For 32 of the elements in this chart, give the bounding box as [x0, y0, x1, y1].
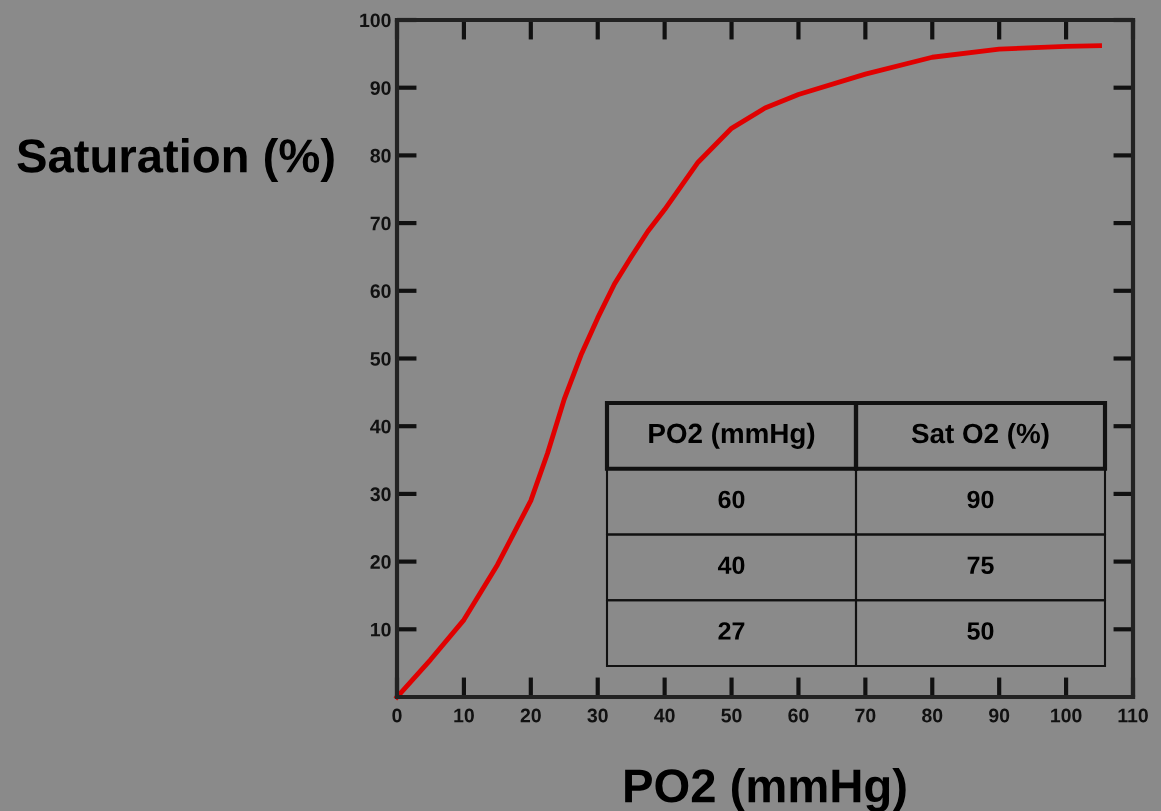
- x-tick-label: 40: [654, 708, 675, 723]
- y-tick-label: 50: [370, 351, 391, 366]
- annotation: Sat O2 (%): [911, 422, 1049, 449]
- x-tick-label: 100: [1051, 708, 1082, 723]
- y-axis-title: Saturation (%): [17, 137, 334, 183]
- x-tick-label: 20: [520, 708, 541, 723]
- x-tick-label: 60: [788, 708, 809, 723]
- x-tick-label: 80: [922, 708, 943, 723]
- y-tick-label: 30: [370, 487, 391, 502]
- x-tick-label: 110: [1118, 708, 1148, 723]
- annotation: 75: [967, 556, 994, 575]
- y-tick-label: 70: [370, 216, 391, 231]
- y-tick-label: 20: [370, 555, 391, 569]
- x-tick-label: 90: [989, 708, 1010, 723]
- x-tick-label: 50: [721, 708, 742, 723]
- y-tick-label: 80: [370, 148, 391, 163]
- y-tick-label: 60: [370, 284, 391, 299]
- x-tick-label: 10: [454, 708, 474, 723]
- annotation: 50: [967, 622, 994, 640]
- annotation: 40: [717, 556, 745, 575]
- annotation: 27: [718, 622, 745, 640]
- annotation: 90: [967, 490, 994, 509]
- x-tick-label: 0: [392, 708, 402, 723]
- x-tick-label: 70: [855, 708, 876, 723]
- y-tick-label: 100: [360, 13, 391, 28]
- y-tick-label: 90: [370, 81, 391, 95]
- x-tick-label: 30: [587, 708, 608, 723]
- y-tick-label: 40: [370, 419, 391, 434]
- annotation: 60: [718, 490, 745, 509]
- annotation: PO2 (mmHg): [649, 422, 815, 449]
- y-tick-label: 10: [371, 622, 391, 637]
- line-series: [394, 43, 1102, 700]
